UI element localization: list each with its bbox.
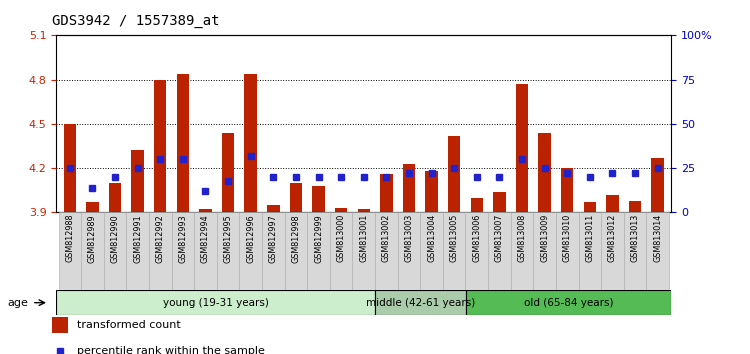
FancyBboxPatch shape xyxy=(646,212,669,290)
Text: GSM813005: GSM813005 xyxy=(450,214,459,262)
Bar xyxy=(403,164,416,212)
FancyBboxPatch shape xyxy=(443,212,466,290)
Bar xyxy=(222,133,234,212)
FancyBboxPatch shape xyxy=(556,212,578,290)
FancyBboxPatch shape xyxy=(194,212,217,290)
Text: GSM812994: GSM812994 xyxy=(201,214,210,263)
FancyBboxPatch shape xyxy=(578,212,602,290)
Text: GSM812996: GSM812996 xyxy=(246,214,255,263)
Bar xyxy=(86,202,99,212)
Text: GSM812998: GSM812998 xyxy=(292,214,301,263)
Text: GDS3942 / 1557389_at: GDS3942 / 1557389_at xyxy=(53,14,220,28)
Bar xyxy=(244,74,257,212)
FancyBboxPatch shape xyxy=(284,212,308,290)
FancyBboxPatch shape xyxy=(239,212,262,290)
Bar xyxy=(177,74,189,212)
Text: GSM813013: GSM813013 xyxy=(631,214,640,262)
FancyBboxPatch shape xyxy=(420,212,443,290)
FancyBboxPatch shape xyxy=(398,212,420,290)
Bar xyxy=(358,210,370,212)
Text: GSM813002: GSM813002 xyxy=(382,214,391,262)
Text: GSM812992: GSM812992 xyxy=(156,214,165,263)
FancyBboxPatch shape xyxy=(104,212,126,290)
Text: GSM813008: GSM813008 xyxy=(518,214,526,262)
Bar xyxy=(466,290,671,315)
FancyBboxPatch shape xyxy=(602,212,624,290)
Bar xyxy=(290,183,302,212)
Bar xyxy=(56,290,375,315)
Text: GSM812999: GSM812999 xyxy=(314,214,323,263)
Bar xyxy=(628,201,641,212)
FancyBboxPatch shape xyxy=(81,212,104,290)
Bar xyxy=(267,205,280,212)
Text: GSM812988: GSM812988 xyxy=(65,214,74,262)
Text: GSM813004: GSM813004 xyxy=(427,214,436,262)
Bar xyxy=(538,133,550,212)
FancyBboxPatch shape xyxy=(375,212,398,290)
FancyBboxPatch shape xyxy=(624,212,646,290)
FancyBboxPatch shape xyxy=(488,212,511,290)
Bar xyxy=(131,150,144,212)
Text: age: age xyxy=(8,298,28,308)
Bar xyxy=(606,195,619,212)
Text: young (19-31 years): young (19-31 years) xyxy=(163,298,268,308)
Bar xyxy=(652,158,664,212)
FancyBboxPatch shape xyxy=(149,212,172,290)
Bar xyxy=(516,84,528,212)
Text: GSM813001: GSM813001 xyxy=(359,214,368,262)
Text: percentile rank within the sample: percentile rank within the sample xyxy=(77,346,265,354)
Text: GSM813003: GSM813003 xyxy=(404,214,413,262)
Text: GSM813010: GSM813010 xyxy=(562,214,572,262)
Text: GSM812989: GSM812989 xyxy=(88,214,97,263)
Bar xyxy=(584,202,596,212)
FancyBboxPatch shape xyxy=(262,212,284,290)
FancyBboxPatch shape xyxy=(126,212,149,290)
FancyBboxPatch shape xyxy=(308,212,330,290)
Bar xyxy=(561,168,574,212)
Text: GSM813000: GSM813000 xyxy=(337,214,346,262)
Bar xyxy=(470,198,483,212)
Bar xyxy=(109,183,122,212)
FancyBboxPatch shape xyxy=(58,212,81,290)
Text: transformed count: transformed count xyxy=(77,320,181,330)
Text: middle (42-61 years): middle (42-61 years) xyxy=(366,298,476,308)
Text: GSM812997: GSM812997 xyxy=(268,214,278,263)
Bar xyxy=(64,124,76,212)
Bar xyxy=(375,290,466,315)
Text: GSM812995: GSM812995 xyxy=(224,214,232,263)
Bar xyxy=(335,208,347,212)
FancyBboxPatch shape xyxy=(352,212,375,290)
Text: GSM813012: GSM813012 xyxy=(608,214,617,262)
Bar xyxy=(425,171,438,212)
Text: GSM813007: GSM813007 xyxy=(495,214,504,262)
FancyBboxPatch shape xyxy=(172,212,194,290)
Bar xyxy=(380,174,392,212)
Text: GSM813009: GSM813009 xyxy=(540,214,549,262)
FancyBboxPatch shape xyxy=(466,212,488,290)
Bar xyxy=(312,186,325,212)
Text: GSM813011: GSM813011 xyxy=(585,214,594,262)
Bar xyxy=(200,210,211,212)
FancyBboxPatch shape xyxy=(330,212,352,290)
Bar xyxy=(494,192,506,212)
Bar xyxy=(53,317,68,333)
FancyBboxPatch shape xyxy=(533,212,556,290)
FancyBboxPatch shape xyxy=(217,212,239,290)
Bar xyxy=(448,136,460,212)
Bar xyxy=(154,80,166,212)
Text: GSM812990: GSM812990 xyxy=(110,214,119,263)
Text: GSM812991: GSM812991 xyxy=(134,214,142,263)
Text: old (65-84 years): old (65-84 years) xyxy=(524,298,614,308)
FancyBboxPatch shape xyxy=(511,212,533,290)
Text: GSM813006: GSM813006 xyxy=(472,214,482,262)
Text: GSM812993: GSM812993 xyxy=(178,214,188,263)
Text: GSM813014: GSM813014 xyxy=(653,214,662,262)
